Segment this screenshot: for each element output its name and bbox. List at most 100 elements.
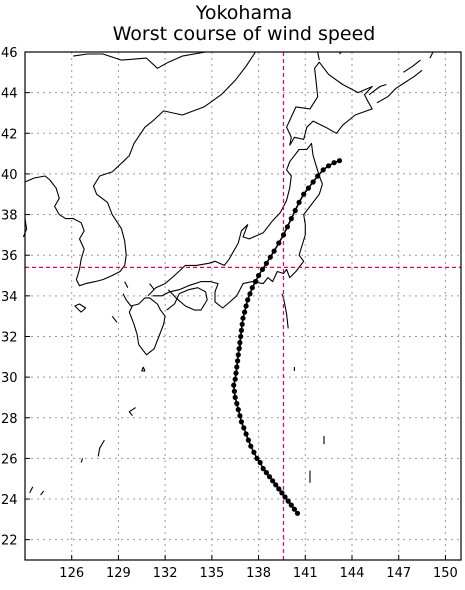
track-point (288, 216, 294, 222)
track-point (284, 224, 290, 230)
track-point (239, 321, 245, 327)
track-point (276, 240, 282, 246)
coastline (286, 61, 373, 146)
map-subtitle: Worst course of wind speed (113, 23, 376, 45)
track-point (271, 248, 277, 254)
track-point (238, 419, 244, 425)
reference-crosshair (25, 52, 461, 560)
track-point (232, 376, 238, 382)
track-point (279, 490, 285, 496)
track-point (273, 482, 279, 488)
track-point (243, 303, 249, 309)
latitude-ticks: 22 24 26 28 30 32 34 36 38 40 42 44 46 (1, 46, 30, 549)
coastline (80, 458, 84, 463)
lat-tick-label: 24 (1, 493, 18, 508)
track-point (234, 364, 240, 370)
track-point (276, 486, 282, 492)
coastline (128, 407, 136, 417)
track-point (248, 443, 254, 449)
coastline (368, 83, 387, 96)
track-point (231, 382, 237, 388)
coastline (74, 303, 87, 313)
track-point (301, 191, 307, 197)
coastline (147, 142, 323, 309)
coastline (124, 281, 129, 288)
lon-tick-label: 141 (293, 566, 318, 581)
lon-tick-label: 150 (433, 566, 458, 581)
track-point (288, 502, 294, 508)
lon-tick-label: 138 (246, 566, 271, 581)
track-point (310, 179, 316, 185)
track-point (252, 279, 259, 285)
lat-tick-label: 38 (1, 209, 18, 224)
lat-tick-label: 28 (1, 412, 18, 427)
track-point (245, 297, 251, 303)
track-point (238, 327, 244, 333)
coastline (166, 287, 208, 311)
coastline (317, 51, 320, 61)
track-point (247, 291, 253, 297)
track-point (236, 346, 242, 352)
coastline (403, 59, 421, 73)
track-point (291, 506, 297, 512)
track-point (294, 510, 301, 516)
coastline (24, 51, 256, 287)
track-point (292, 207, 298, 214)
lat-tick-label: 42 (1, 127, 18, 142)
coastline (429, 51, 434, 59)
track-point (240, 315, 246, 321)
lat-tick-label: 32 (1, 330, 18, 345)
track-point (259, 266, 266, 272)
track-point (285, 498, 291, 504)
coastlines (22, 51, 434, 496)
track-point (233, 370, 239, 376)
track-point (326, 163, 332, 169)
track-point (254, 455, 260, 461)
track-point (270, 478, 276, 484)
lat-tick-label: 26 (1, 452, 18, 467)
track-point (245, 437, 251, 443)
track-point (232, 394, 238, 400)
lat-tick-label: 44 (1, 87, 18, 102)
lat-tick-label: 34 (1, 290, 18, 305)
track-point (241, 425, 247, 431)
track-point (251, 449, 257, 455)
plot-frame (24, 51, 462, 561)
track-point (243, 431, 249, 437)
lat-tick-label: 30 (1, 371, 18, 386)
longitude-ticks: 126 129 132 135 138 141 144 147 150 (59, 555, 458, 581)
track-point (280, 232, 287, 238)
lon-tick-label: 132 (153, 566, 178, 581)
track-point (237, 413, 243, 419)
lon-tick-label: 135 (199, 566, 224, 581)
lon-tick-label: 129 (106, 566, 131, 581)
track-point (234, 400, 240, 407)
lon-tick-label: 126 (59, 566, 84, 581)
track-point (231, 388, 237, 394)
track-point (315, 173, 321, 179)
coastline (281, 293, 289, 329)
map-title: Yokohama (195, 2, 293, 24)
track-point (263, 470, 269, 476)
lat-tick-label: 40 (1, 168, 18, 183)
track-point (266, 474, 273, 480)
track-point (331, 160, 337, 166)
track-point (263, 260, 269, 266)
track-point (296, 199, 302, 205)
coastline (149, 283, 155, 291)
storm-track (231, 158, 343, 516)
track-point (260, 466, 266, 472)
lon-tick-label: 147 (386, 566, 411, 581)
track-point (282, 494, 288, 500)
track-point (320, 167, 326, 173)
track-point (249, 285, 255, 291)
lat-tick-label: 36 (1, 249, 18, 264)
track-point (235, 358, 241, 364)
track-point (305, 185, 311, 191)
track-point (235, 352, 241, 358)
coastline (376, 69, 423, 104)
coastline (122, 293, 166, 356)
track-point (267, 254, 273, 260)
